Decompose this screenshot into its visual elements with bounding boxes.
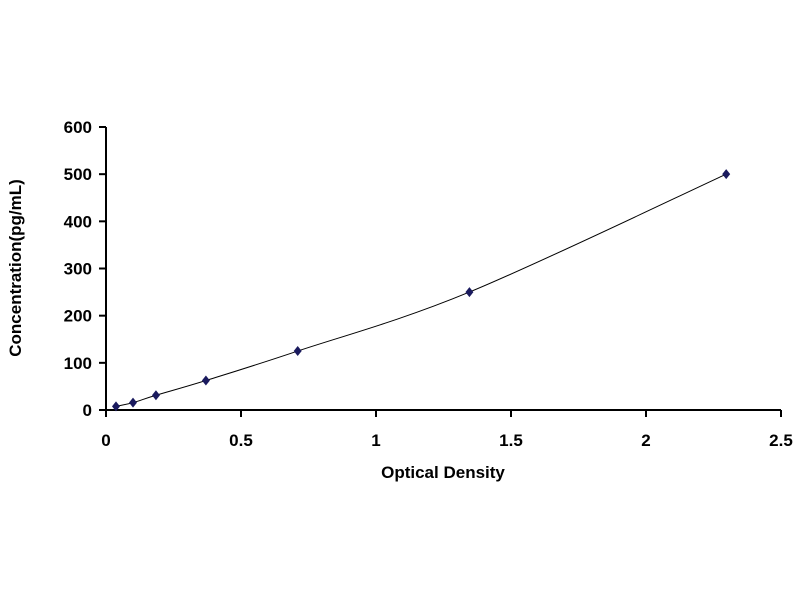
data-points bbox=[111, 169, 731, 412]
data-point bbox=[465, 287, 474, 298]
fit-curve bbox=[115, 173, 727, 407]
x-axis-label: Optical Density bbox=[381, 463, 505, 482]
y-tick-label: 300 bbox=[64, 260, 92, 279]
y-tick-label: 500 bbox=[64, 165, 92, 184]
data-point bbox=[293, 346, 302, 357]
data-point bbox=[201, 375, 210, 386]
x-tick-label: 0.5 bbox=[229, 431, 253, 450]
y-tick-label: 100 bbox=[64, 354, 92, 373]
x-tick-label: 0 bbox=[101, 431, 110, 450]
y-axis-ticks: 0 100 200 300 400 500 600 bbox=[64, 118, 106, 420]
y-tick-label: 0 bbox=[83, 401, 92, 420]
y-axis-label: Concentration(pg/mL) bbox=[6, 179, 25, 357]
data-point bbox=[722, 169, 731, 180]
data-point bbox=[129, 397, 137, 408]
x-tick-label: 1.5 bbox=[499, 431, 523, 450]
y-tick-label: 200 bbox=[64, 307, 92, 326]
axes bbox=[105, 127, 781, 411]
x-tick-label: 1 bbox=[371, 431, 380, 450]
x-axis-ticks: 0 0.5 1 1.5 2 2.5 bbox=[101, 410, 793, 450]
data-point bbox=[151, 390, 160, 401]
x-tick-label: 2.5 bbox=[769, 431, 793, 450]
data-point bbox=[111, 401, 120, 412]
y-tick-label: 600 bbox=[64, 118, 92, 137]
y-tick-label: 400 bbox=[64, 212, 92, 231]
x-tick-label: 2 bbox=[641, 431, 650, 450]
